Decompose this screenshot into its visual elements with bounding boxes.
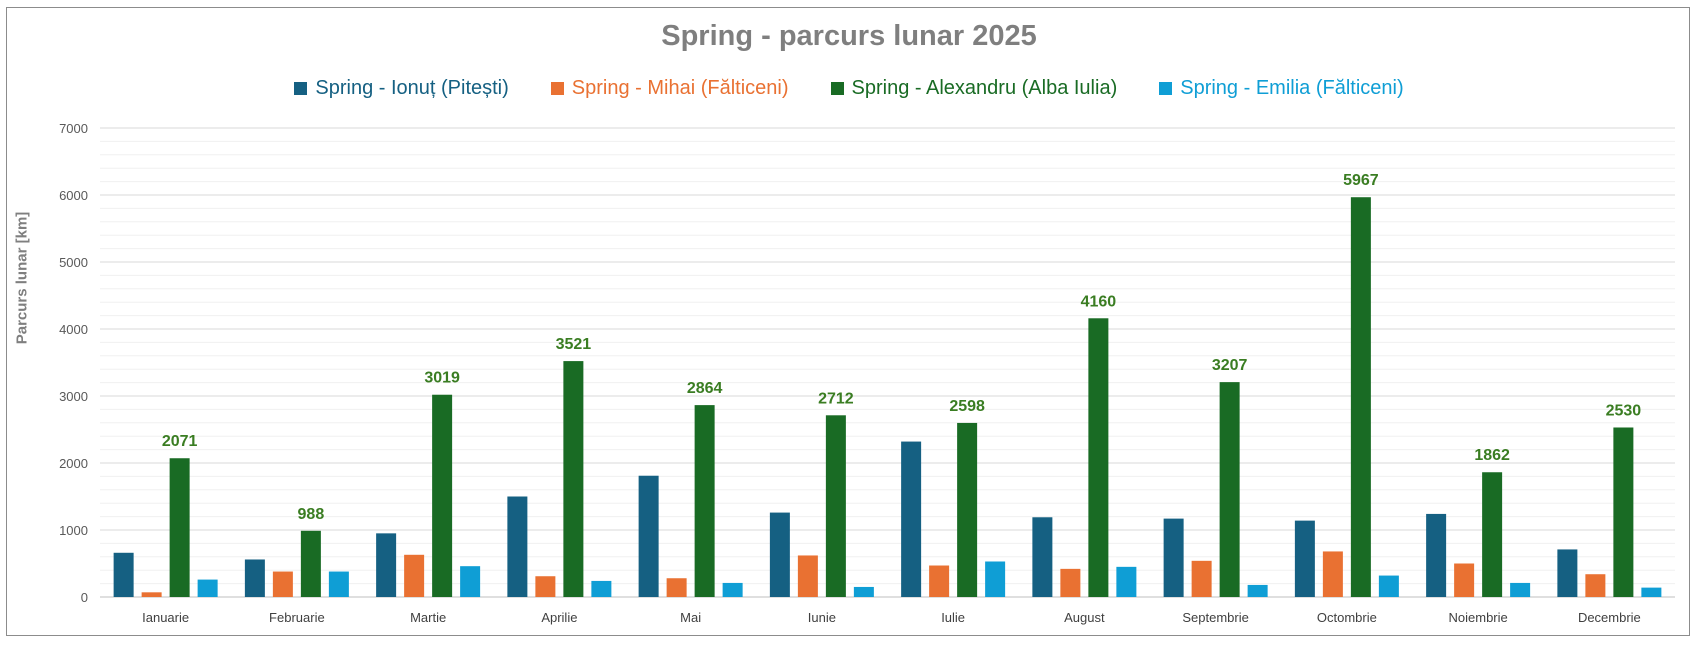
y-tick-label: 0 xyxy=(81,590,88,605)
legend-item-emilia: Spring - Emilia (Fălticeni) xyxy=(1159,77,1404,100)
legend-label: Spring - Emilia (Fălticeni) xyxy=(1180,77,1404,99)
bar xyxy=(1426,513,1447,597)
data-label: 3207 xyxy=(1212,357,1248,374)
x-tick-label: Aprilie xyxy=(541,610,577,625)
bar xyxy=(141,592,162,597)
bar xyxy=(1060,568,1081,597)
y-tick-label: 4000 xyxy=(59,322,88,337)
data-label: 2071 xyxy=(162,433,198,450)
bar xyxy=(1350,197,1371,597)
data-label: 2530 xyxy=(1606,402,1642,419)
legend-label: Spring - Alexandru (Alba Iulia) xyxy=(851,77,1118,99)
bar xyxy=(591,580,612,597)
x-tick-label: Noiembrie xyxy=(1449,610,1508,625)
legend-label: Spring - Ionuț (Pitești) xyxy=(315,77,509,99)
bar xyxy=(901,441,922,597)
x-tick-label: Iulie xyxy=(941,610,965,625)
bar xyxy=(563,361,584,597)
bar xyxy=(1454,563,1475,597)
bar xyxy=(797,555,818,597)
legend-swatch xyxy=(830,82,844,95)
legend-swatch xyxy=(294,82,308,95)
bar xyxy=(957,422,978,597)
bar xyxy=(169,458,190,597)
x-tick-label: August xyxy=(1064,610,1105,625)
bar xyxy=(1482,472,1503,597)
bar xyxy=(197,579,218,597)
y-tick-label: 6000 xyxy=(59,188,88,203)
legend-swatch xyxy=(550,82,564,95)
bar xyxy=(1378,575,1399,597)
data-label: 2598 xyxy=(949,398,985,415)
bar xyxy=(328,571,349,597)
bar xyxy=(1032,517,1053,597)
x-tick-label: Octombrie xyxy=(1317,610,1377,625)
bar xyxy=(853,586,874,597)
data-label: 1862 xyxy=(1474,447,1510,464)
bar xyxy=(113,552,134,597)
y-tick-label: 5000 xyxy=(59,255,88,270)
x-tick-label: Iunie xyxy=(808,610,836,625)
bar xyxy=(722,582,743,597)
x-tick-label: Martie xyxy=(410,610,446,625)
data-label: 3019 xyxy=(424,370,460,387)
legend-item-alexandru: Spring - Alexandru (Alba Iulia) xyxy=(830,77,1118,100)
bar xyxy=(1557,549,1578,597)
bar xyxy=(666,578,687,597)
bar xyxy=(1116,566,1137,597)
bar xyxy=(404,554,425,597)
y-tick-label: 7000 xyxy=(59,121,88,136)
data-label: 2864 xyxy=(687,380,723,397)
x-tick-label: Septembrie xyxy=(1182,610,1248,625)
bar xyxy=(1191,560,1212,597)
bar xyxy=(376,533,397,597)
bar xyxy=(300,530,321,597)
chart-title: Spring - parcurs lunar 2025 xyxy=(661,20,1037,52)
y-tick-label: 1000 xyxy=(59,523,88,538)
bar xyxy=(1247,584,1268,597)
bar xyxy=(1088,318,1109,597)
chart-frame xyxy=(6,7,1690,636)
bar xyxy=(460,566,481,597)
legend-item-ionut: Spring - Ionuț (Pitești) xyxy=(294,77,509,100)
data-label: 2712 xyxy=(818,390,854,407)
data-label: 3521 xyxy=(556,336,592,353)
bar xyxy=(985,561,1006,597)
chart-legend: Spring - Ionuț (Pitești) Spring - Mihai … xyxy=(0,77,1698,100)
y-tick-label: 3000 xyxy=(59,389,88,404)
data-label: 988 xyxy=(298,506,325,523)
bar xyxy=(694,405,715,597)
bar xyxy=(1585,574,1606,597)
x-tick-label: Mai xyxy=(680,610,701,625)
legend-item-mihai: Spring - Mihai (Fălticeni) xyxy=(550,77,789,100)
bar xyxy=(272,571,293,597)
bar xyxy=(1510,582,1531,597)
bar xyxy=(1641,587,1662,597)
x-tick-label: Februarie xyxy=(269,610,325,625)
bar xyxy=(1219,382,1240,597)
bar xyxy=(769,512,790,597)
bar xyxy=(432,394,453,597)
bar xyxy=(1163,518,1184,597)
bar xyxy=(1294,520,1315,597)
bar xyxy=(244,559,265,597)
bar xyxy=(1613,427,1634,597)
bar xyxy=(507,496,528,597)
bar xyxy=(535,576,556,597)
bar xyxy=(929,565,950,597)
legend-label: Spring - Mihai (Fălticeni) xyxy=(571,77,789,99)
data-label: 5967 xyxy=(1343,172,1379,189)
bar xyxy=(638,475,659,597)
x-tick-label: Decembrie xyxy=(1578,610,1641,625)
bar xyxy=(1322,551,1343,597)
legend-swatch xyxy=(1159,82,1173,95)
bar xyxy=(825,415,846,597)
data-label: 4160 xyxy=(1081,293,1117,310)
x-tick-label: Ianuarie xyxy=(142,610,189,625)
y-tick-label: 2000 xyxy=(59,456,88,471)
